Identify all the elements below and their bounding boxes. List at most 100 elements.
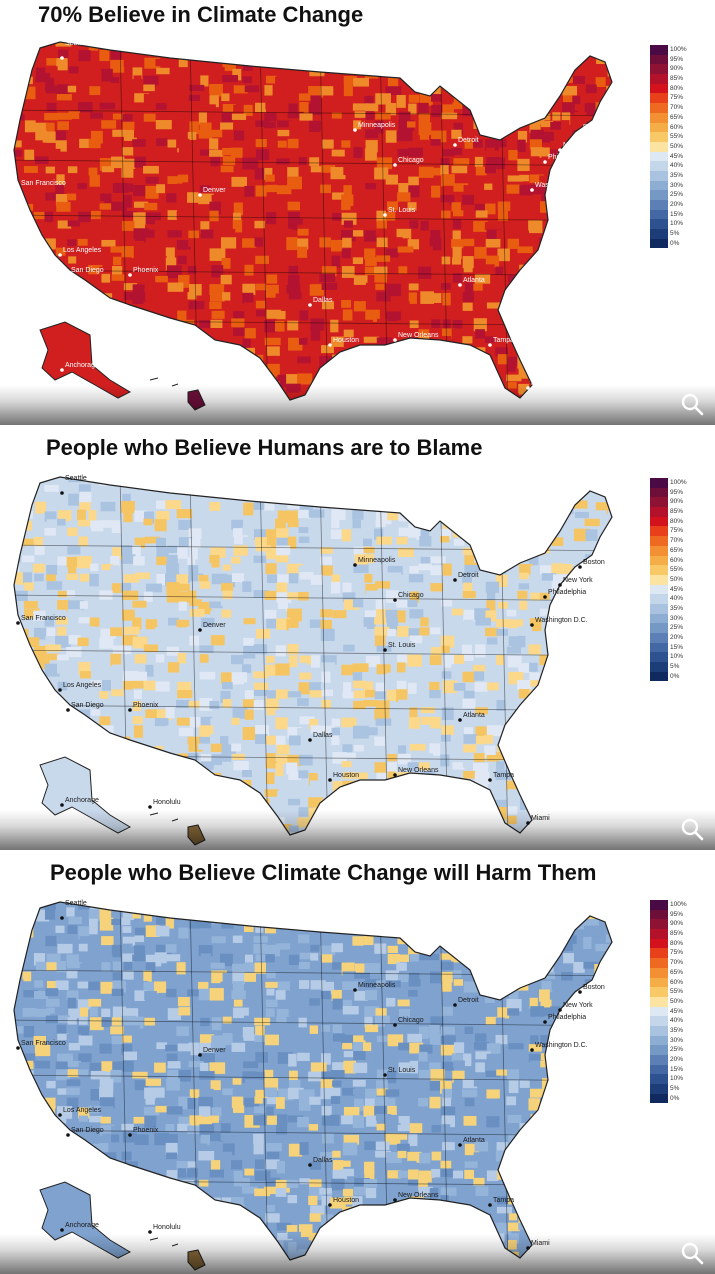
city-label: Washington D.C. xyxy=(535,1042,588,1049)
image-caption-bar xyxy=(0,810,715,850)
city-label: Tampa xyxy=(493,772,514,779)
legend-swatch xyxy=(650,141,668,152)
legend-label: 85% xyxy=(670,75,684,83)
city-label: San Francisco xyxy=(21,1040,66,1047)
city-marker xyxy=(530,1048,534,1052)
legend-label: 40% xyxy=(670,595,684,603)
city-marker xyxy=(148,1230,152,1234)
legend-swatch xyxy=(650,948,668,959)
magnifier-icon[interactable] xyxy=(679,816,705,842)
legend-item: 0% xyxy=(650,1093,700,1104)
legend-label: 5% xyxy=(670,1085,680,1093)
city-label: Tampa xyxy=(493,337,514,344)
legend-item: 95% xyxy=(650,487,700,498)
city-marker xyxy=(60,916,64,920)
city-label: Detroit xyxy=(458,572,479,579)
legend-label: 65% xyxy=(670,968,684,976)
legend-label: 70% xyxy=(670,104,684,112)
legend-item: 80% xyxy=(650,83,700,94)
legend-swatch xyxy=(650,122,668,133)
city-label: St. Louis xyxy=(388,1067,416,1074)
legend-label: 10% xyxy=(670,220,684,228)
city-label: Houston xyxy=(333,1197,359,1204)
city-marker xyxy=(383,648,387,652)
city-marker xyxy=(60,491,64,495)
city-label: Denver xyxy=(203,187,226,194)
city-label: San Diego xyxy=(71,267,104,274)
city-label: Minneapolis xyxy=(358,982,396,989)
legend-label: 0% xyxy=(670,672,680,680)
city-marker xyxy=(453,143,457,147)
legend-label: 20% xyxy=(670,201,684,208)
legend-item: 60% xyxy=(650,122,700,133)
legend-swatch xyxy=(650,103,668,113)
city-marker xyxy=(60,56,64,60)
city-marker xyxy=(530,188,534,192)
city-label: Minneapolis xyxy=(358,122,396,129)
city-label: Seattle xyxy=(65,475,87,482)
city-marker xyxy=(66,273,70,277)
legend-item: 25% xyxy=(650,1045,700,1055)
legend-swatch xyxy=(650,900,668,910)
legend-swatch xyxy=(650,526,668,537)
legend-swatch xyxy=(650,112,668,123)
city-marker xyxy=(308,1163,312,1167)
city-label: Houston xyxy=(333,772,359,779)
legend-swatch xyxy=(650,64,668,75)
legend-item: 80% xyxy=(650,516,700,527)
legend-label: 10% xyxy=(670,653,684,661)
city-marker xyxy=(328,1203,332,1207)
city-label: Los Angeles xyxy=(63,682,102,689)
legend-swatch xyxy=(650,987,668,997)
city-marker xyxy=(148,370,152,374)
legend-swatch xyxy=(650,161,668,171)
legend-label: 10% xyxy=(670,1075,684,1083)
legend-item: 65% xyxy=(650,545,700,556)
legend-swatch xyxy=(650,633,668,643)
city-marker xyxy=(58,1113,62,1117)
legend-swatch xyxy=(650,170,668,181)
legend-label: 50% xyxy=(670,997,684,1005)
magnifier-icon[interactable] xyxy=(679,1240,705,1266)
city-label: San Diego xyxy=(71,1127,104,1134)
legend-item: 90% xyxy=(650,497,700,508)
city-marker xyxy=(328,778,332,782)
legend-label: 80% xyxy=(670,939,684,947)
legend-label: 65% xyxy=(670,113,684,121)
legend-item: 75% xyxy=(650,93,700,104)
legend-swatch xyxy=(650,93,668,104)
legend-label: 15% xyxy=(670,210,684,218)
city-label: Boston xyxy=(583,984,605,991)
city-marker xyxy=(393,773,397,777)
city-marker xyxy=(453,578,457,582)
legend-item: 10% xyxy=(650,219,700,230)
map-title: People who Believe Humans are to Blame xyxy=(46,435,483,460)
city-marker xyxy=(128,273,132,277)
legend-swatch xyxy=(650,180,668,191)
magnifier-icon[interactable] xyxy=(679,391,705,417)
legend-swatch xyxy=(650,929,668,939)
legend-item: 30% xyxy=(650,613,700,624)
legend-label: 35% xyxy=(670,171,684,179)
legend-swatch xyxy=(650,1064,668,1075)
legend-item: 25% xyxy=(650,190,700,200)
legend-item: 10% xyxy=(650,652,700,663)
legend-swatch xyxy=(650,132,668,142)
legend-label: 15% xyxy=(670,643,684,651)
legend-swatch xyxy=(650,478,668,488)
city-label: Philadelphia xyxy=(548,589,586,596)
legend-label: 75% xyxy=(670,527,684,535)
legend-item: 95% xyxy=(650,54,700,65)
legend-label: 100% xyxy=(670,479,687,486)
us-choropleth-map: Seattle San Francisco Los Angeles San Diego… xyxy=(13,900,613,1271)
city-marker xyxy=(393,598,397,602)
city-marker xyxy=(198,1053,202,1057)
city-label: Los Angeles xyxy=(63,1107,102,1114)
city-marker xyxy=(458,283,462,287)
legend-swatch xyxy=(650,54,668,65)
legend-item: 15% xyxy=(650,209,700,220)
city-label: Miami xyxy=(531,380,550,387)
legend-label: 15% xyxy=(670,1065,684,1073)
legend-item: 5% xyxy=(650,229,700,239)
legend-label: 35% xyxy=(670,604,684,612)
